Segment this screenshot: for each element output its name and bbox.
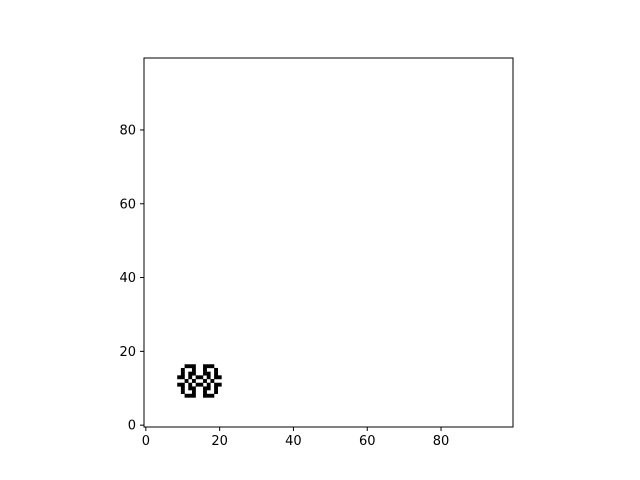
- heatmap-cell: [203, 364, 207, 369]
- heatmap-cell: [214, 367, 218, 372]
- heatmap-cell: [180, 375, 185, 380]
- heatmap-cell: [203, 390, 207, 394]
- heatmap-cell: [180, 371, 185, 376]
- x-tick-label: 40: [285, 434, 302, 449]
- heatmap-cell: [191, 390, 196, 394]
- heatmap-cell: [210, 364, 215, 369]
- heatmap-cell: [203, 379, 207, 383]
- heatmap-cell: [214, 382, 218, 387]
- heatmap-cell: [191, 393, 196, 398]
- y-axis: 0 20 40 60 80: [119, 123, 144, 434]
- heatmap-cell: [206, 382, 211, 387]
- heatmap-cell: [206, 386, 211, 391]
- x-tick-label: 20: [211, 434, 228, 449]
- heatmap-cell: [177, 375, 182, 380]
- heatmap-cell: [203, 371, 207, 376]
- axes-frame: [143, 57, 514, 428]
- heatmap-cell: [191, 386, 196, 391]
- plot-area: [144, 58, 513, 427]
- heatmap-cell: [188, 371, 193, 376]
- heatmap-cell: [180, 390, 185, 394]
- heatmap-cell: [206, 393, 211, 398]
- heatmap-cell: [206, 364, 211, 369]
- heatmap-cell: [188, 393, 193, 398]
- y-tick-label: 20: [119, 345, 136, 360]
- heatmap-cell: [180, 386, 185, 391]
- heatmap-cell: [203, 386, 207, 391]
- heatmap-cell: [199, 375, 204, 380]
- heatmap-cell: [214, 386, 218, 391]
- heatmap-cell: [191, 364, 196, 369]
- heatmap-cell: [184, 393, 189, 398]
- heatmap-cell: [206, 371, 211, 376]
- heatmap-cell: [180, 382, 185, 387]
- heatmap-cell: [217, 375, 222, 380]
- heatmap-cell: [184, 364, 189, 369]
- y-tick-label: 80: [119, 123, 136, 138]
- heatmap-cell: [210, 393, 215, 398]
- heatmap-cell: [188, 382, 193, 387]
- x-axis: 0 20 40 60 80: [142, 427, 450, 449]
- heatmap-cell: [184, 379, 189, 383]
- heatmap-cell: [195, 382, 200, 387]
- heatmap-cell: [199, 382, 204, 387]
- heatmap-cell: [214, 390, 218, 394]
- heatmap-cell: [188, 364, 193, 369]
- heatmap-cell: [206, 375, 211, 380]
- heatmap-cell: [203, 367, 207, 372]
- heatmap-cell: [188, 375, 193, 380]
- x-tick-label: 80: [433, 434, 450, 449]
- heatmap-cell: [214, 375, 218, 380]
- heatmap-cell: [217, 382, 222, 387]
- heatmap-cell: [191, 371, 196, 376]
- heatmap-cells: [177, 364, 222, 398]
- heatmap-cell: [180, 367, 185, 372]
- x-tick-label: 60: [359, 434, 376, 449]
- heatmap-cell: [188, 386, 193, 391]
- heatmap-cell: [177, 382, 182, 387]
- x-tick-label: 0: [142, 434, 150, 449]
- y-tick-label: 0: [128, 419, 136, 434]
- heatmap-cell: [214, 371, 218, 376]
- heatmap-cell: [191, 367, 196, 372]
- heatmap-cell: [195, 375, 200, 380]
- heatmap-cell: [191, 379, 196, 383]
- y-tick-label: 60: [119, 197, 136, 212]
- heatmap-cell: [203, 393, 207, 398]
- heatmap-cell: [210, 379, 215, 383]
- y-tick-label: 40: [119, 271, 136, 286]
